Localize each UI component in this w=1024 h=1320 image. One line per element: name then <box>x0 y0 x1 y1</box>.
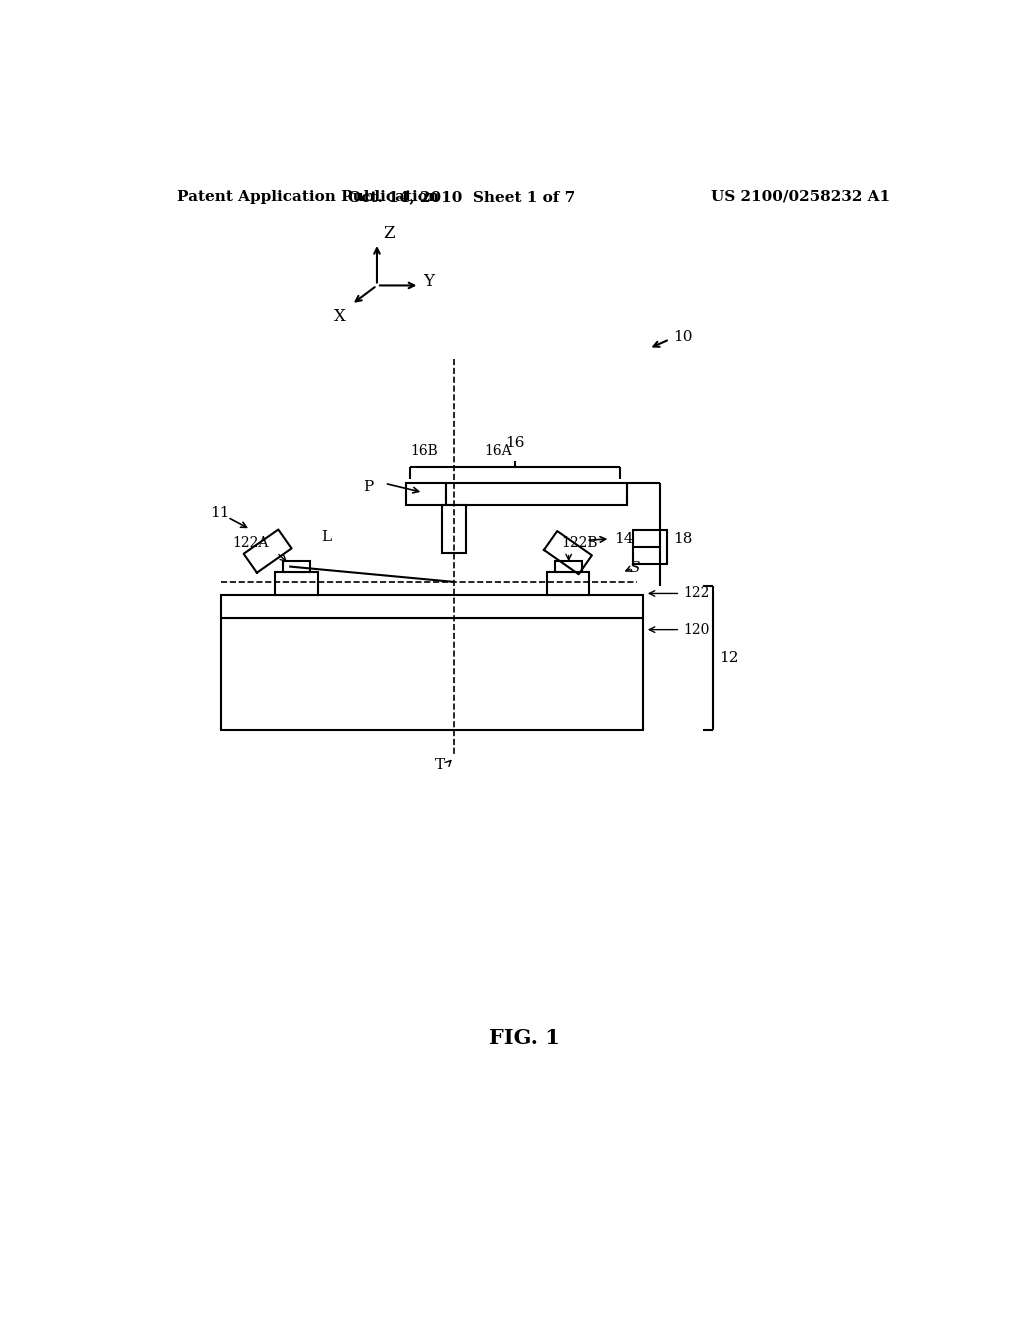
Bar <box>407 483 446 506</box>
Text: 16: 16 <box>505 436 524 450</box>
Text: 16A: 16A <box>484 444 512 458</box>
Text: 14: 14 <box>614 532 634 545</box>
Text: 122B: 122B <box>561 536 597 550</box>
Bar <box>633 529 668 564</box>
Text: 120: 120 <box>683 623 710 636</box>
Text: 122: 122 <box>683 586 710 601</box>
Text: 11: 11 <box>210 506 229 520</box>
Text: X: X <box>334 308 345 325</box>
Bar <box>442 506 466 553</box>
Text: S: S <box>630 561 640 576</box>
Text: 12: 12 <box>719 651 738 665</box>
Text: Y: Y <box>423 273 434 290</box>
Text: T: T <box>434 758 444 772</box>
Text: L: L <box>322 531 332 544</box>
Bar <box>221 618 643 730</box>
Text: Patent Application Publication: Patent Application Publication <box>177 190 438 203</box>
Bar <box>555 561 582 572</box>
Text: FIG. 1: FIG. 1 <box>489 1028 560 1048</box>
Text: Z: Z <box>383 224 394 242</box>
Bar <box>446 483 628 506</box>
Bar <box>221 595 643 618</box>
Bar <box>283 561 310 572</box>
Text: 122A: 122A <box>232 536 269 550</box>
Text: US 2100/0258232 A1: US 2100/0258232 A1 <box>711 190 890 203</box>
Text: Oct. 14, 2010  Sheet 1 of 7: Oct. 14, 2010 Sheet 1 of 7 <box>348 190 575 203</box>
Text: 10: 10 <box>674 330 693 345</box>
Bar <box>547 572 590 595</box>
Bar <box>275 572 317 595</box>
Text: P: P <box>364 480 374 494</box>
Text: 18: 18 <box>674 532 693 546</box>
Text: 16B: 16B <box>410 444 438 458</box>
